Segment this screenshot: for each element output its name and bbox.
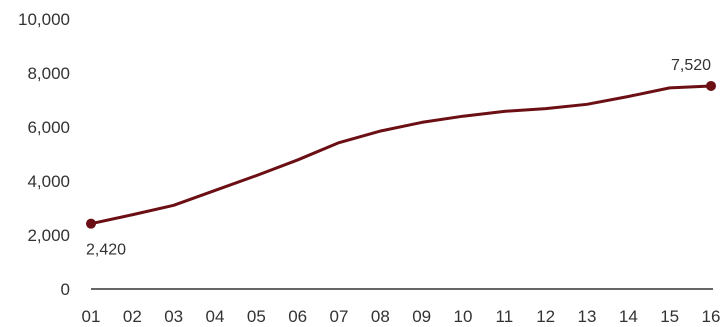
x-tick-label: 09 — [412, 307, 431, 326]
data-point-marker — [706, 80, 716, 91]
y-tick-label: 8,000 — [27, 64, 70, 83]
series-line — [89, 84, 713, 226]
x-tick-label: 11 — [496, 307, 514, 326]
x-tick-label: 02 — [123, 307, 142, 326]
x-tick-label: 13 — [578, 307, 597, 326]
x-tick-label: 15 — [660, 307, 679, 326]
y-axis-tick-labels: 0 2,000 4,000 6,000 8,000 10,000 — [18, 10, 70, 299]
x-tick-label: 07 — [330, 307, 349, 326]
y-tick-label: 4,000 — [27, 172, 70, 191]
data-point-marker — [86, 218, 96, 229]
y-tick-label: 10,000 — [18, 10, 70, 29]
x-tick-label: 14 — [619, 307, 638, 326]
y-tick-label: 6,000 — [27, 118, 70, 137]
x-tick-label: 01 — [82, 307, 101, 326]
x-tick-label: 04 — [206, 307, 225, 326]
x-tick-label: 03 — [164, 307, 183, 326]
y-tick-label: 2,000 — [27, 226, 70, 245]
x-axis-tick-labels: 01 02 03 04 05 06 07 08 09 10 11 12 13 14 15 16 — [82, 307, 721, 326]
x-tick-label: 06 — [288, 307, 307, 326]
x-tick-label: 12 — [536, 307, 555, 326]
x-tick-label: 05 — [247, 307, 266, 326]
data-label: 7,520 — [671, 57, 711, 74]
x-tick-label: 08 — [371, 307, 390, 326]
x-tick-label: 16 — [702, 307, 721, 326]
data-label: 2,420 — [86, 242, 126, 259]
y-tick-label: 0 — [61, 280, 70, 299]
series-layer — [89, 84, 713, 226]
data-labels: 2,420 7,520 — [86, 57, 716, 259]
x-tick-label: 10 — [454, 307, 473, 326]
